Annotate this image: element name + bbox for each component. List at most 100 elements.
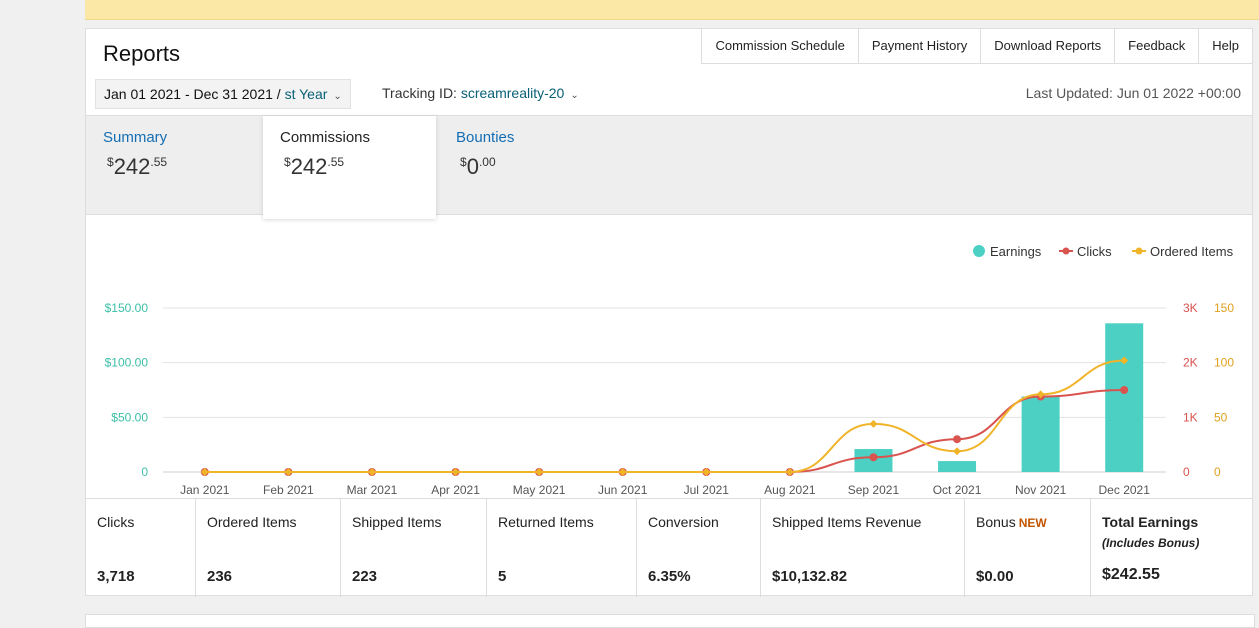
metric-ordered-items-value: 236 xyxy=(207,568,233,585)
ordered-items-point xyxy=(535,468,544,476)
clicks-point xyxy=(1120,386,1129,394)
tab-summary[interactable]: Summary $242.55 xyxy=(86,116,263,214)
date-preset-label: st Year xyxy=(284,86,328,102)
tracking-id-select[interactable]: Tracking ID: screamreality-20 ⌄ xyxy=(382,85,579,101)
ordered-items-point xyxy=(785,468,794,476)
ordered-items-point xyxy=(1120,356,1129,365)
x-axis-tick: Mar 2021 xyxy=(347,483,398,497)
metric-bonus: Bonus NEW $0.00 xyxy=(965,499,1091,597)
payment-history-link[interactable]: Payment History xyxy=(858,29,982,64)
left-axis-tick: $150.00 xyxy=(105,301,149,315)
last-updated: Last Updated: Jun 01 2022 +00:00 xyxy=(1025,85,1241,101)
metric-returned-items-value: 5 xyxy=(498,568,507,585)
clicks-axis-tick: 1K xyxy=(1183,410,1198,424)
ordered-items-point xyxy=(953,447,962,456)
tracking-id-label: Tracking ID: xyxy=(382,85,461,101)
tab-bounties-label: Bounties xyxy=(456,129,515,146)
legend-label: Clicks xyxy=(1077,244,1112,259)
tab-bounties-amount: $0.00 xyxy=(460,154,496,179)
x-axis-tick: Feb 2021 xyxy=(263,483,314,497)
next-card xyxy=(85,614,1255,628)
legend-label: Ordered Items xyxy=(1150,244,1234,259)
ordered-items-line xyxy=(204,359,1125,474)
x-axis-tick: Sep 2021 xyxy=(848,483,900,497)
left-axis-tick: $100.00 xyxy=(105,356,149,370)
x-axis-tick: Jul 2021 xyxy=(684,483,730,497)
metric-total-earnings: Total Earnings (Includes Bonus) $242.55 xyxy=(1091,499,1252,597)
metric-clicks: Clicks 3,718 xyxy=(86,499,196,597)
metric-conversion-label: Conversion xyxy=(648,514,719,530)
earnings-bar xyxy=(1021,396,1060,472)
metric-shipped-items-label: Shipped Items xyxy=(352,514,442,530)
clicks-axis-tick: 0 xyxy=(1183,465,1190,479)
metric-shipped-items-value: 223 xyxy=(352,568,378,585)
metric-returned-items-label: Returned Items xyxy=(498,514,594,530)
ordered-items-point xyxy=(200,468,209,476)
metric-shipped-revenue-label: Shipped Items Revenue xyxy=(772,514,922,530)
x-axis-tick: Aug 2021 xyxy=(764,483,816,497)
items-axis-tick: 50 xyxy=(1214,410,1228,424)
legend-marker xyxy=(973,245,985,257)
ordered-items-point xyxy=(1036,390,1045,399)
new-badge: NEW xyxy=(1018,516,1047,530)
clicks-axis-tick: 3K xyxy=(1183,301,1198,315)
ordered-items-point xyxy=(451,468,460,476)
summary-tabs: Summary $242.55 Commissions $242.55 Boun… xyxy=(86,115,1252,219)
metric-clicks-label: Clicks xyxy=(97,514,135,530)
ordered-items-point xyxy=(702,468,711,476)
commission-schedule-link[interactable]: Commission Schedule xyxy=(702,29,859,64)
tab-bounties[interactable]: Bounties $0.00 xyxy=(439,116,616,214)
items-axis-tick: 0 xyxy=(1214,465,1221,479)
legend-marker xyxy=(1135,247,1143,255)
help-link[interactable]: Help xyxy=(1199,29,1252,64)
metric-conversion: Conversion 6.35% xyxy=(637,499,761,597)
reports-card: Reports Commission Schedule Payment Hist… xyxy=(85,28,1253,597)
legend-marker xyxy=(1062,247,1070,255)
metric-clicks-value: 3,718 xyxy=(97,568,135,585)
legend-label: Earnings xyxy=(990,244,1042,259)
earnings-bar xyxy=(1105,323,1144,472)
metric-shipped-revenue: Shipped Items Revenue $10,132.82 xyxy=(761,499,965,597)
left-axis-tick: 0 xyxy=(141,465,148,479)
metric-ordered-items: Ordered Items 236 xyxy=(196,499,341,597)
items-axis-tick: 100 xyxy=(1214,356,1234,370)
metric-bonus-value: $0.00 xyxy=(976,568,1014,585)
clicks-point xyxy=(869,453,878,462)
chevron-down-icon: ⌄ xyxy=(570,90,579,101)
x-axis-tick: Apr 2021 xyxy=(431,483,480,497)
date-range-text: Jan 01 2021 - Dec 31 2021 / xyxy=(104,86,285,102)
tracking-id-value: screamreality-20 xyxy=(460,85,565,101)
metric-total-earnings-note: (Includes Bonus) xyxy=(1102,536,1200,550)
x-axis-tick: Jun 2021 xyxy=(598,483,648,497)
metric-conversion-value: 6.35% xyxy=(648,568,691,585)
metric-returned-items: Returned Items 5 xyxy=(487,499,637,597)
ordered-items-point xyxy=(367,468,376,476)
ordered-items-point xyxy=(284,468,293,476)
tab-summary-amount: $242.55 xyxy=(107,154,168,179)
date-range-picker[interactable]: Jan 01 2021 - Dec 31 2021 / st Year ⌄ xyxy=(95,79,351,109)
left-axis-tick: $50.00 xyxy=(111,410,148,424)
metrics-row: Clicks 3,718 Ordered Items 236 Shipped I… xyxy=(86,498,1252,597)
tab-summary-label: Summary xyxy=(103,129,168,146)
items-axis-tick: 150 xyxy=(1214,301,1234,315)
x-axis-tick: Oct 2021 xyxy=(933,483,982,497)
metric-shipped-revenue-value: $10,132.82 xyxy=(772,568,848,585)
page-title: Reports xyxy=(103,41,181,66)
tab-commissions-label: Commissions xyxy=(280,129,371,146)
chevron-down-icon: ⌄ xyxy=(333,91,342,102)
metric-total-earnings-value: $242.55 xyxy=(1102,566,1160,583)
ordered-items-point xyxy=(618,468,627,476)
notice-banner xyxy=(85,0,1259,20)
clicks-point xyxy=(953,435,962,444)
x-axis-tick: Dec 2021 xyxy=(1099,483,1151,497)
metric-total-earnings-label: Total Earnings (Includes Bonus) xyxy=(1102,514,1200,550)
feedback-link[interactable]: Feedback xyxy=(1115,29,1200,64)
tab-commissions[interactable]: Commissions $242.55 xyxy=(263,116,436,219)
report-links: Commission Schedule Payment History Down… xyxy=(701,29,1252,64)
download-reports-link[interactable]: Download Reports xyxy=(981,29,1116,64)
earnings-chart: 0 0 0 $50.00 1K 50 $100.00 2K 100 $150.00 3K 150 Jan… xyxy=(105,244,1235,497)
metric-shipped-items: Shipped Items 223 xyxy=(341,499,487,597)
metric-ordered-items-label: Ordered Items xyxy=(207,514,297,530)
x-axis-tick: Jan 2021 xyxy=(180,483,230,497)
ordered-items-point xyxy=(869,419,878,428)
